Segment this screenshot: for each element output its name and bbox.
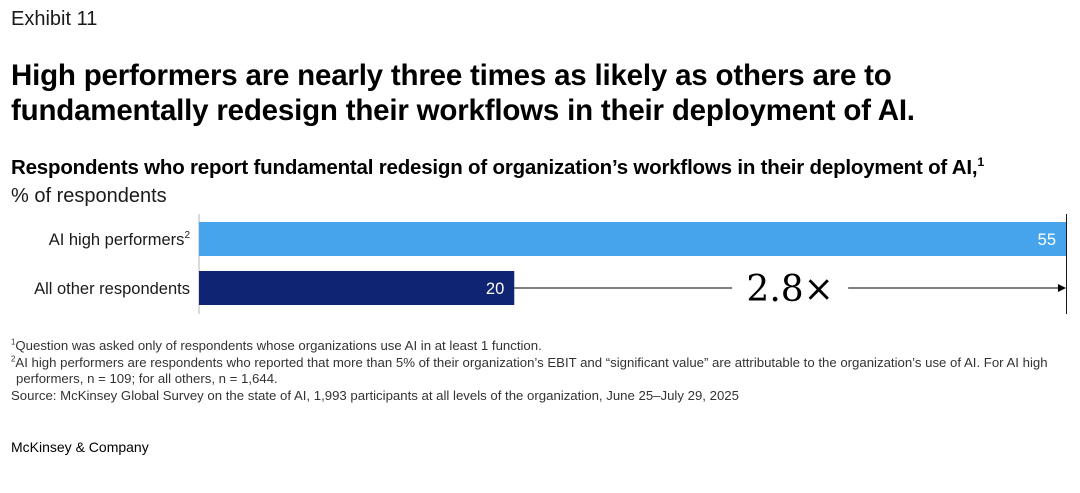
brand-logo-text: McKinsey & Company xyxy=(11,439,149,455)
footnote-marker: 1 xyxy=(11,337,16,347)
comparison-label: 2.8× xyxy=(746,269,833,310)
headline: High performers are nearly three times a… xyxy=(11,59,915,127)
unit-label: % of respondents xyxy=(11,185,167,207)
footnote-1: 1Question was asked only of respondents … xyxy=(11,338,1071,355)
chart-title-footnote-marker: 1 xyxy=(977,155,985,170)
data-label-2: 20 xyxy=(486,280,504,298)
source-note: Source: McKinsey Global Survey on the st… xyxy=(11,388,1071,405)
bar-1 xyxy=(199,222,1066,256)
bar-2 xyxy=(199,271,515,305)
footnote-text: Question was asked only of respondents w… xyxy=(15,338,542,353)
footnote-text: AI high performers are respondents who r… xyxy=(15,354,1048,387)
footnote-marker: 2 xyxy=(11,354,16,364)
chart-title-text: Respondents who report fundamental redes… xyxy=(11,156,978,179)
exhibit-label: Exhibit 11 xyxy=(11,8,98,30)
category-footnote-marker: 2 xyxy=(184,230,190,241)
bar-chart: AI high performers2 55 All other responden… xyxy=(34,214,1067,314)
source-text: Source: McKinsey Global Survey on the st… xyxy=(11,387,739,403)
category-label-2: All other respondents xyxy=(34,280,190,298)
chart-title: Respondents who report fundamental redes… xyxy=(11,156,984,180)
data-label-1: 55 xyxy=(1038,231,1056,249)
footnote-2: 2AI high performers are respondents who … xyxy=(11,355,1071,388)
footnotes: 1Question was asked only of respondents … xyxy=(11,338,1071,404)
category-label-1: AI high performers2 xyxy=(49,230,191,249)
